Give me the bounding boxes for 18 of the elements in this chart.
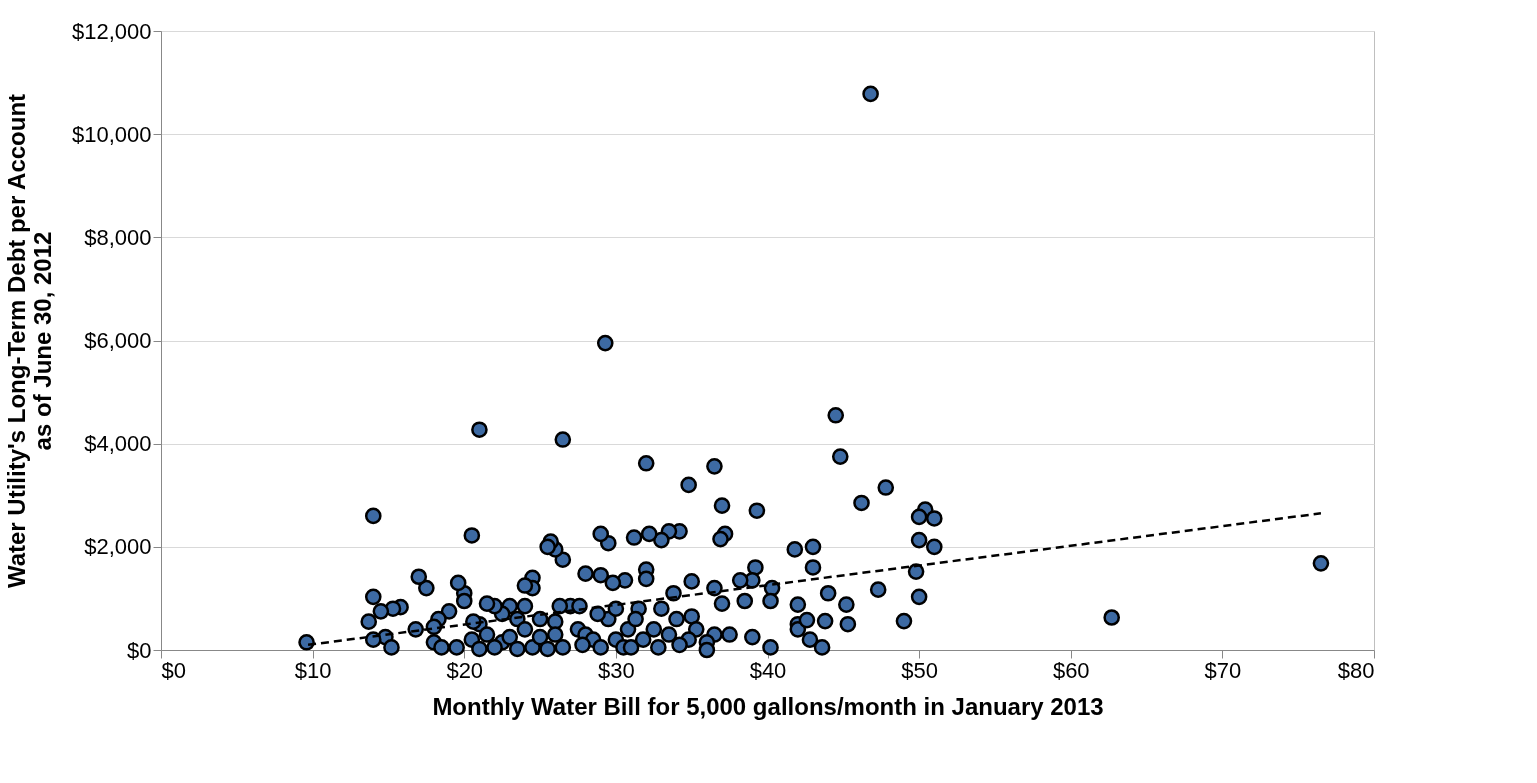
y-tick-label: $10,000 [71,121,152,147]
x-tick-label: $30 [598,657,635,683]
x-tick-label: $40 [749,657,787,683]
x-tick-label: $50 [901,657,938,683]
x-tick-label: $60 [1052,657,1090,683]
y-tick-label: $4,000 [84,431,152,457]
y-tick-label: $0 [127,637,152,663]
x-tick-label: $20 [446,657,484,683]
y-axis-title: Water Utility's Long-Term Debt per Account as of June 30, 2012 [2,93,56,589]
y-tick-label: $2,000 [84,534,152,560]
y-tick-label: $6,000 [84,328,152,353]
x-tick-label: $0 [161,657,186,683]
x-tick-label: $10 [294,657,332,683]
x-axis-title: Monthly Water Bill for 5,000 gallons/month in January 2013 [432,692,1104,720]
x-tick-label: $70 [1204,657,1242,683]
y-tick-label: $8,000 [84,224,152,250]
y-tick-label: $12,000 [71,18,152,44]
x-tick-label: $80 [1337,657,1375,683]
